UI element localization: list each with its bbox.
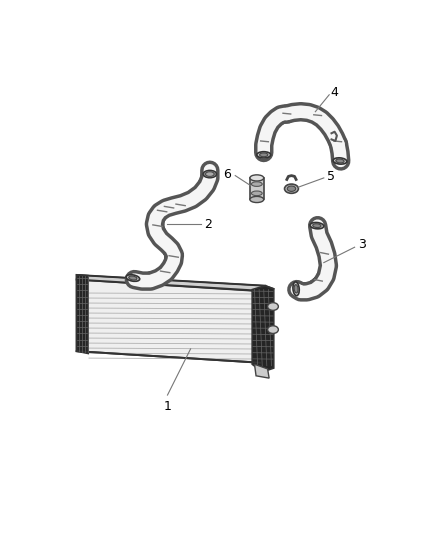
Text: 4: 4 xyxy=(331,86,339,99)
Ellipse shape xyxy=(285,184,298,193)
Text: 1: 1 xyxy=(163,400,171,414)
FancyBboxPatch shape xyxy=(250,178,264,199)
Ellipse shape xyxy=(203,171,216,178)
Ellipse shape xyxy=(260,153,268,157)
Ellipse shape xyxy=(336,159,344,163)
Ellipse shape xyxy=(268,326,279,334)
Text: 3: 3 xyxy=(358,238,366,252)
Polygon shape xyxy=(254,364,269,378)
Text: 5: 5 xyxy=(327,170,335,183)
Ellipse shape xyxy=(310,222,324,229)
Ellipse shape xyxy=(205,172,214,176)
Polygon shape xyxy=(252,286,274,372)
Ellipse shape xyxy=(250,196,264,203)
Ellipse shape xyxy=(251,191,262,196)
Ellipse shape xyxy=(333,158,347,164)
Ellipse shape xyxy=(294,285,298,293)
Ellipse shape xyxy=(268,303,279,310)
Text: 6: 6 xyxy=(223,167,231,181)
Ellipse shape xyxy=(251,182,262,187)
Ellipse shape xyxy=(257,152,271,158)
Polygon shape xyxy=(77,275,88,353)
Text: 2: 2 xyxy=(205,217,212,231)
Ellipse shape xyxy=(293,282,299,296)
Ellipse shape xyxy=(250,175,264,181)
Ellipse shape xyxy=(129,276,137,280)
Polygon shape xyxy=(77,275,265,291)
Ellipse shape xyxy=(126,274,140,281)
Ellipse shape xyxy=(313,224,321,228)
Ellipse shape xyxy=(287,186,296,191)
Polygon shape xyxy=(77,280,260,363)
